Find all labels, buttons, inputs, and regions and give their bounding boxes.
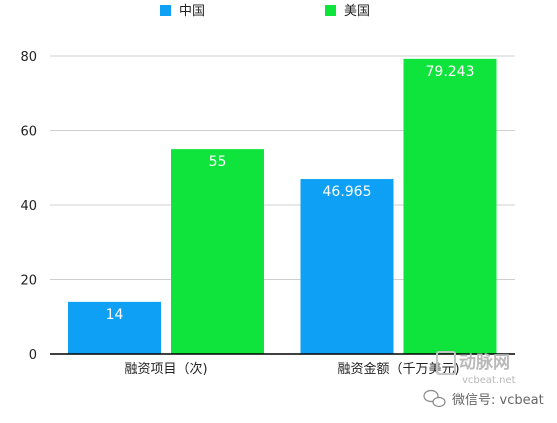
bars <box>68 58 497 354</box>
wechat-icon <box>423 389 446 408</box>
legend-swatch-usa <box>325 5 336 16</box>
bar-usa-1 <box>403 58 497 354</box>
watermark-brand-cn: 动脉网 <box>459 352 510 373</box>
bar-value-label: 79.243 <box>426 64 475 80</box>
wechat-id-text: 微信号: vcbeat <box>452 393 544 408</box>
x-axis-category-labels: 融资项目（次) 融资金额（千万美元) <box>124 361 459 377</box>
y-tick-label: 60 <box>20 125 37 140</box>
y-tick-label: 80 <box>20 50 37 65</box>
logo-mark-icon <box>436 351 456 375</box>
wechat-credit: 微信号: vcbeat <box>423 389 544 408</box>
bar-value-label: 55 <box>209 154 227 170</box>
legend: 中国 美国 <box>160 4 370 19</box>
y-tick-label: 40 <box>20 199 37 214</box>
y-tick-label: 0 <box>29 348 37 363</box>
bar-china-1 <box>300 179 394 354</box>
x-category-label: 融资项目（次) <box>124 361 207 377</box>
bar-data-labels: 14 55 46.965 79.243 <box>106 64 475 323</box>
x-category-label: 融资金额（千万美元) <box>337 361 459 377</box>
legend-label: 美国 <box>344 4 370 19</box>
bar-value-label: 14 <box>106 307 124 323</box>
bar-china-0 <box>68 301 161 354</box>
legend-swatch-china <box>160 5 171 16</box>
legend-label: 中国 <box>179 4 205 19</box>
y-axis-tick-labels: 0 20 40 60 80 <box>20 50 37 363</box>
bar-value-label: 46.965 <box>323 184 372 200</box>
bar-usa-0 <box>171 149 264 354</box>
watermark-brand-url: vcbeat.net <box>462 375 516 386</box>
watermark-logo: 动脉网 vcbeat.net <box>436 351 516 386</box>
y-tick-label: 20 <box>20 274 37 289</box>
